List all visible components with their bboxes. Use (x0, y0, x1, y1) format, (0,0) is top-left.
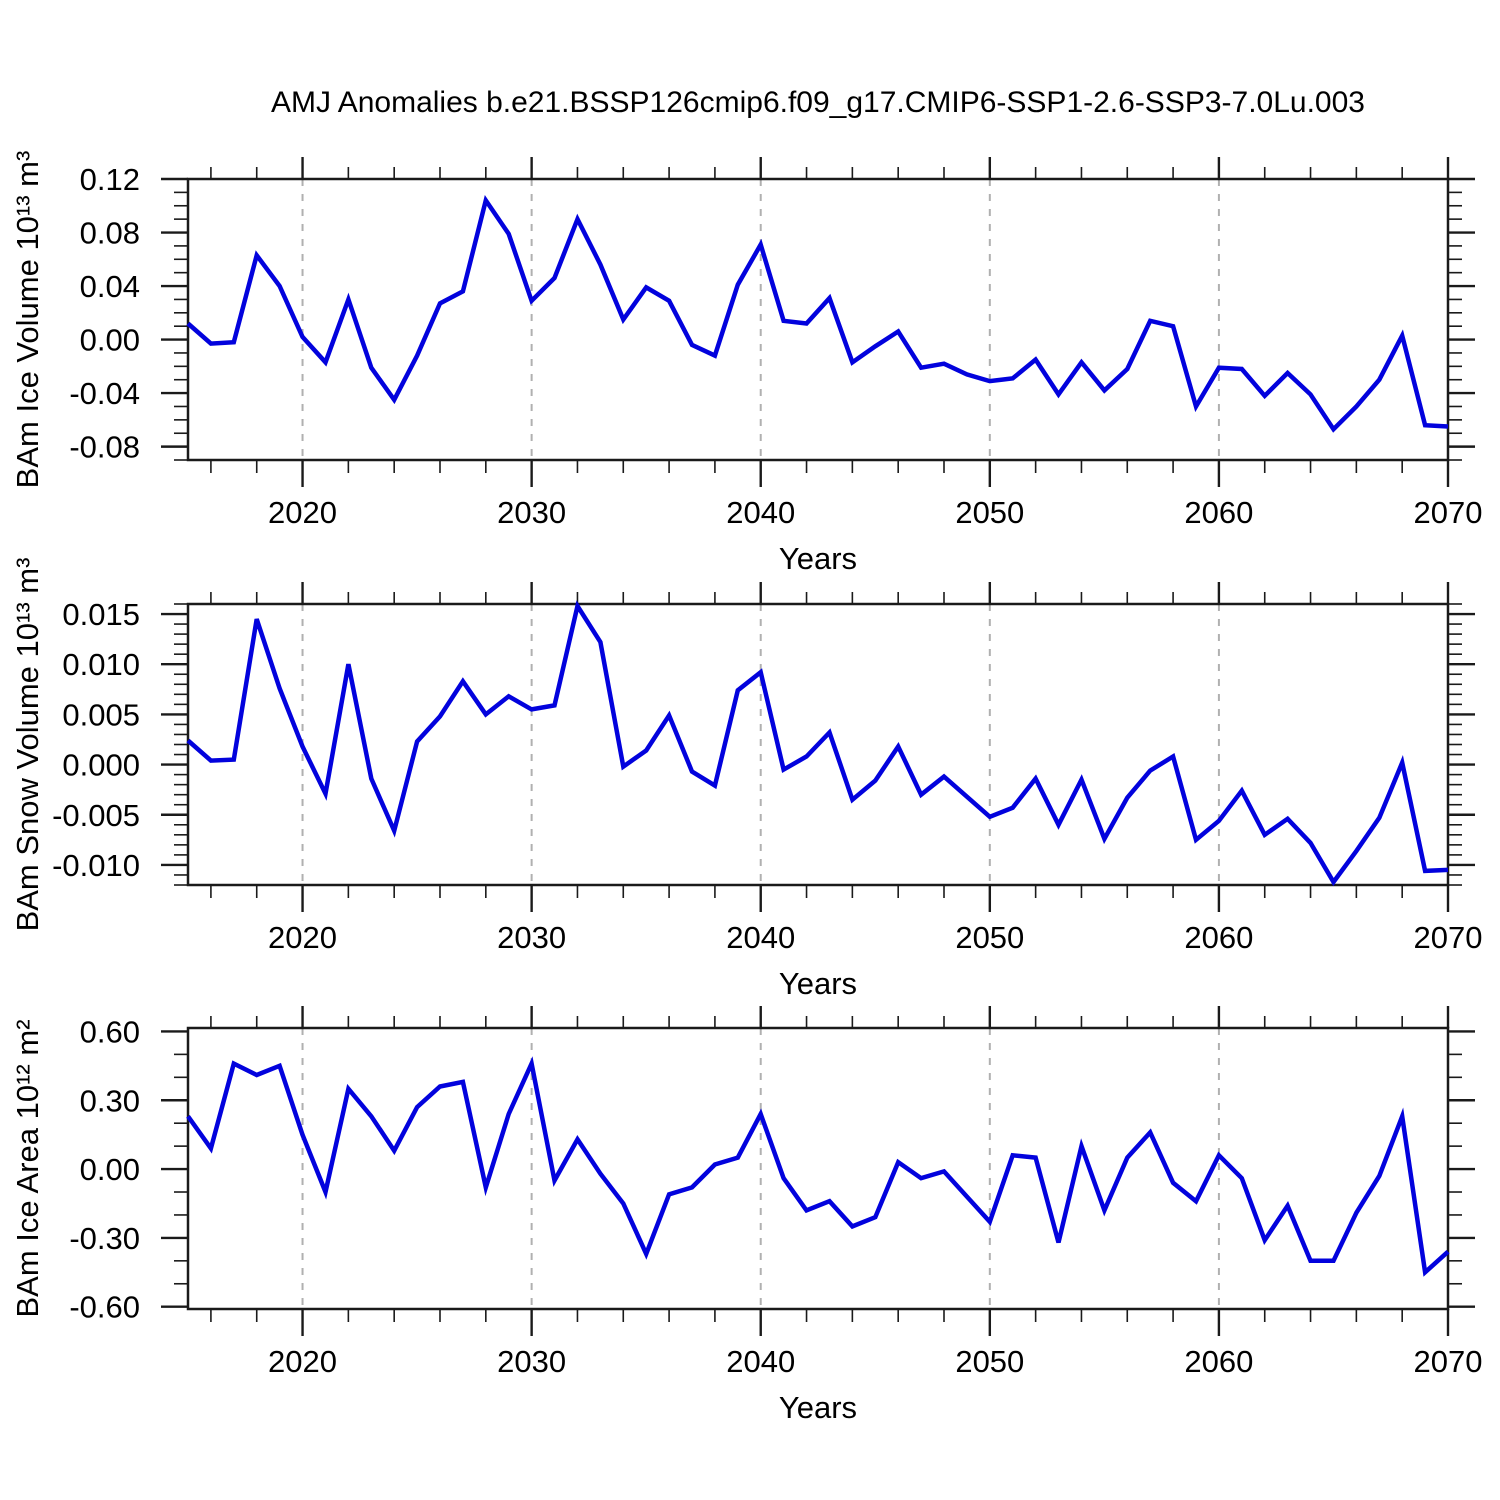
y-tick-label: -0.60 (69, 1290, 140, 1325)
x-tick-label: 2020 (268, 1344, 337, 1379)
snow-volume-chart: 0.015 0.010 0.005 0.000 -0.005 -0.010 2020 2030… (10, 558, 1482, 1001)
y-tick-label: 0.000 (62, 748, 140, 783)
y-tick-label: 0.005 (62, 697, 140, 732)
x-tick-label: 2030 (497, 495, 566, 530)
y-tick-labels: 0.12 0.08 0.04 0.00 -0.04 -0.08 (69, 162, 140, 465)
y-tick-labels: 0.60 0.30 0.00 -0.30 -0.60 (69, 1014, 140, 1324)
y-tick-label: 0.00 (80, 323, 140, 358)
panel-ice-area: 0.60 0.30 0.00 -0.30 -0.60 2020 2030 2040 2050 20… (0, 988, 1500, 1425)
x-tick-label: 2040 (726, 1344, 795, 1379)
x-tick-label: 2070 (1414, 1344, 1483, 1379)
x-tick-label: 2060 (1184, 495, 1253, 530)
axis-ticks (161, 1006, 1475, 1336)
panel-ice-volume: 0.12 0.08 0.04 0.00 -0.04 -0.08 2020 2030 2040 20… (0, 139, 1500, 576)
x-tick-label: 2020 (268, 920, 337, 955)
ice-volume-series-line (186, 195, 1449, 433)
x-axis-title: Years (779, 541, 857, 576)
y-axis-title: BAm Snow Volume 10¹³ m³ (10, 558, 45, 932)
y-tick-label: 0.00 (80, 1152, 140, 1187)
axis-ticks (161, 582, 1475, 912)
decade-gridlines (301, 179, 1220, 460)
y-tick-label: 0.12 (80, 162, 140, 197)
x-tick-labels: 2020 2030 2040 2050 2060 2070 (268, 920, 1482, 955)
snow-volume-series-line (186, 600, 1449, 887)
x-tick-label: 2040 (726, 495, 795, 530)
x-axis-title: Years (779, 966, 857, 1001)
plot-border (186, 602, 1450, 887)
y-tick-label: 0.04 (80, 269, 140, 304)
axis-ticks (161, 157, 1475, 487)
y-tick-label: -0.010 (52, 848, 140, 883)
panel-snow-volume: 0.015 0.010 0.005 0.000 -0.005 -0.010 2020 2030… (0, 558, 1500, 1001)
y-tick-label: 0.015 (62, 597, 140, 632)
x-tick-labels: 2020 2030 2040 2050 2060 2070 (268, 495, 1482, 530)
x-tick-label: 2060 (1184, 1344, 1253, 1379)
y-tick-label: -0.04 (69, 376, 140, 411)
y-tick-label: 0.010 (62, 647, 140, 682)
x-tick-labels: 2020 2030 2040 2050 2060 2070 (268, 1344, 1482, 1379)
y-axis-title: BAm Ice Volume 10¹³ m³ (10, 151, 45, 489)
y-tick-label: 0.60 (80, 1014, 140, 1049)
ice-area-series-line (186, 1056, 1450, 1277)
x-tick-label: 2030 (497, 1344, 566, 1379)
plot-border (186, 177, 1450, 462)
x-tick-label: 2040 (726, 920, 795, 955)
x-tick-label: 2020 (268, 495, 337, 530)
x-tick-label: 2050 (955, 1344, 1024, 1379)
y-axis-title: BAm Ice Area 10¹² m² (10, 1019, 45, 1317)
y-tick-label: -0.005 (52, 798, 140, 833)
x-tick-label: 2070 (1414, 920, 1483, 955)
y-tick-label: -0.08 (69, 430, 140, 465)
y-tick-labels: 0.015 0.010 0.005 0.000 -0.005 -0.010 (52, 597, 140, 883)
plot-border (186, 1026, 1450, 1311)
decade-gridlines (301, 604, 1220, 885)
y-tick-label: 0.30 (80, 1083, 140, 1118)
x-tick-label: 2060 (1184, 920, 1253, 955)
x-tick-label: 2070 (1414, 495, 1483, 530)
x-tick-label: 2030 (497, 920, 566, 955)
y-tick-label: 0.08 (80, 216, 140, 251)
x-tick-label: 2050 (955, 920, 1024, 955)
y-tick-label: -0.30 (69, 1221, 140, 1256)
figure-title: AMJ Anomalies b.e21.BSSP126cmip6.f09_g17… (271, 86, 1365, 119)
x-axis-title: Years (779, 1390, 857, 1425)
x-tick-label: 2050 (955, 495, 1024, 530)
decade-gridlines (301, 1028, 1220, 1309)
